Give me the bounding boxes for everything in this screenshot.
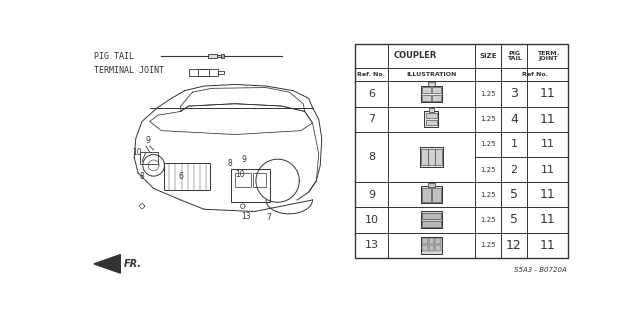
Bar <box>164 163 210 190</box>
Text: 1.25: 1.25 <box>480 116 496 122</box>
Text: 6: 6 <box>179 172 183 182</box>
Bar <box>429 108 434 112</box>
Text: 11: 11 <box>540 188 556 201</box>
Bar <box>420 85 442 102</box>
Bar <box>217 55 221 57</box>
Bar <box>422 213 441 219</box>
Text: 5: 5 <box>510 213 518 226</box>
Bar <box>189 69 218 76</box>
Text: 10: 10 <box>236 170 245 179</box>
Text: 1.25: 1.25 <box>480 242 496 248</box>
Text: 1.25: 1.25 <box>480 217 496 223</box>
Text: 12: 12 <box>506 239 522 252</box>
Bar <box>420 147 443 167</box>
Bar <box>422 87 431 93</box>
Bar <box>429 245 435 251</box>
Bar <box>422 221 441 227</box>
Bar <box>429 238 435 244</box>
Text: 8: 8 <box>227 159 232 167</box>
Bar <box>422 245 428 251</box>
Bar <box>420 237 442 254</box>
Bar <box>435 238 441 244</box>
Text: 13: 13 <box>241 212 251 221</box>
Text: Ref. No.: Ref. No. <box>357 72 385 77</box>
Bar <box>140 152 157 164</box>
Bar <box>428 82 435 86</box>
Bar <box>420 186 442 203</box>
Text: 8: 8 <box>368 152 375 162</box>
Text: TERM.
JOINT: TERM. JOINT <box>537 51 559 61</box>
Text: 9: 9 <box>242 155 247 164</box>
Polygon shape <box>94 255 120 273</box>
Text: 9: 9 <box>368 190 375 200</box>
Bar <box>426 120 437 125</box>
Text: 1.25: 1.25 <box>480 141 496 147</box>
Text: 11: 11 <box>541 139 555 149</box>
Text: 11: 11 <box>540 113 556 126</box>
Bar <box>208 54 217 58</box>
Text: 11: 11 <box>541 165 555 174</box>
Bar <box>420 211 442 228</box>
Text: 10: 10 <box>364 215 378 225</box>
Text: 8: 8 <box>140 172 145 182</box>
Bar <box>432 188 441 202</box>
Text: Ref No.: Ref No. <box>522 72 548 77</box>
Bar <box>231 169 270 202</box>
Bar <box>422 95 431 101</box>
Bar <box>428 149 435 165</box>
Text: 9: 9 <box>146 136 150 145</box>
Text: SIZE: SIZE <box>479 53 497 59</box>
Text: 3: 3 <box>510 87 518 100</box>
Text: FR.: FR. <box>124 259 142 269</box>
Text: 2: 2 <box>511 165 518 174</box>
Bar <box>435 149 442 165</box>
Bar <box>432 95 441 101</box>
Bar <box>422 188 431 202</box>
Text: COUPLER: COUPLER <box>394 51 437 61</box>
Text: PIG TAIL: PIG TAIL <box>94 52 134 61</box>
Text: S5A3 - B0720A: S5A3 - B0720A <box>514 267 566 273</box>
Text: 7: 7 <box>267 213 271 222</box>
Bar <box>426 113 437 118</box>
Text: 13: 13 <box>364 240 378 250</box>
Text: 10: 10 <box>132 148 142 157</box>
Bar <box>355 44 568 258</box>
Text: PIG
TAIL: PIG TAIL <box>507 51 522 61</box>
Bar <box>198 69 209 76</box>
Text: 1.25: 1.25 <box>480 167 496 173</box>
Text: 1.25: 1.25 <box>480 192 496 198</box>
Text: 7: 7 <box>368 114 375 124</box>
Text: 6: 6 <box>368 89 375 99</box>
Bar <box>235 173 250 187</box>
Text: TERMINAL JOINT: TERMINAL JOINT <box>94 66 164 75</box>
Text: 11: 11 <box>540 239 556 252</box>
Bar <box>221 55 224 57</box>
Bar <box>421 149 428 165</box>
Bar <box>218 70 224 74</box>
Text: 1: 1 <box>511 139 518 149</box>
Text: 5: 5 <box>510 188 518 201</box>
Text: ILLUSTRATION: ILLUSTRATION <box>406 72 457 77</box>
Bar <box>428 183 435 187</box>
Bar <box>435 245 441 251</box>
Bar <box>432 87 441 93</box>
Text: 1.25: 1.25 <box>480 91 496 97</box>
Text: 11: 11 <box>540 213 556 226</box>
Bar <box>253 173 266 187</box>
Bar <box>424 111 438 127</box>
Text: 11: 11 <box>540 87 556 100</box>
Text: 4: 4 <box>510 113 518 126</box>
Bar <box>422 238 428 244</box>
